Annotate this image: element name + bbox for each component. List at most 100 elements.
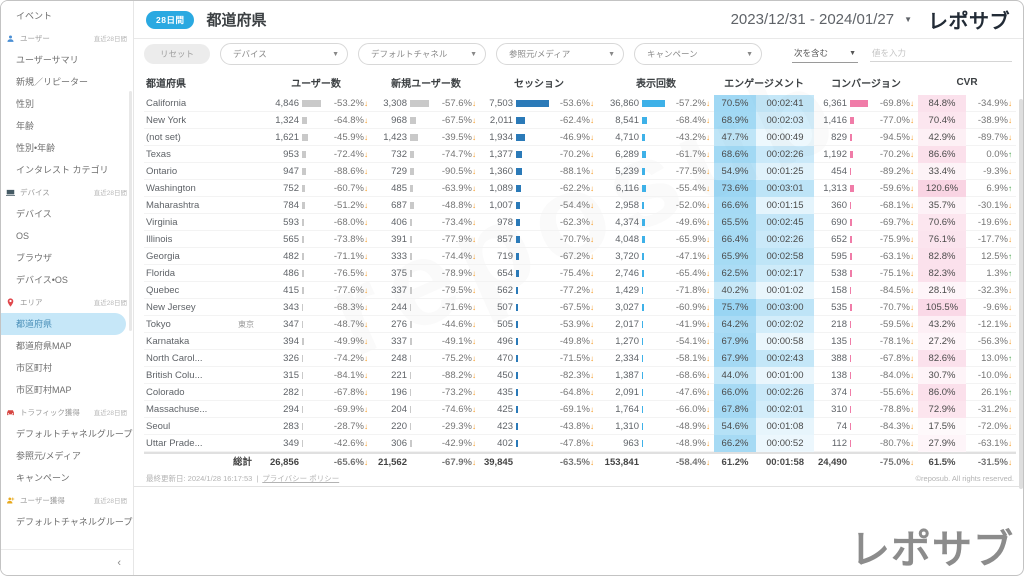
- date-range-picker[interactable]: 2023/12/31 - 2024/01/27 ▼: [731, 11, 920, 28]
- filter-value-input[interactable]: [870, 46, 1012, 62]
- table-row[interactable]: North Carol... 326 -74.2%↓ 248 -75.2%↓ 470 -71…: [144, 350, 1016, 367]
- arrow-down-icon: ↓: [364, 337, 368, 346]
- sidebar-item[interactable]: キャンペーン: [16, 473, 70, 483]
- conversions-value: 112: [814, 435, 850, 452]
- col-header-cvr[interactable]: CVR: [956, 76, 978, 88]
- filter-dropdown-2[interactable]: 参照元/メディア ▼: [496, 43, 625, 65]
- users-value: 415: [260, 282, 302, 299]
- users-value: 349: [260, 435, 302, 452]
- sidebar-item[interactable]: 性別: [16, 99, 35, 109]
- table-row[interactable]: British Colu... 315 -84.1%↓ 221 -88.2%↓ 450 -8…: [144, 367, 1016, 384]
- table-row[interactable]: Georgia 482 -71.1%↓ 333 -74.4%↓ 719 -67.2%↓ 3,7…: [144, 248, 1016, 265]
- col-header-conversion[interactable]: コンバージョン: [831, 78, 901, 90]
- table-scrollbar[interactable]: [1019, 99, 1023, 489]
- users-delta: -71.1%↓: [324, 248, 372, 265]
- sessions-value: 1,360: [480, 163, 516, 180]
- table-row[interactable]: Massachuse... 294 -69.9%↓ 204 -74.6%↓ 425 -69.…: [144, 401, 1016, 418]
- arrow-down-icon: ↓: [706, 388, 710, 397]
- filter-dropdown-0[interactable]: デバイス ▼: [220, 43, 349, 65]
- table-row[interactable]: Maharashtra 784 -51.2%↓ 687 -48.8%↓ 1,007 -54.…: [144, 197, 1016, 214]
- arrow-down-icon: ↓: [590, 439, 594, 448]
- area-pin-icon: [6, 297, 16, 307]
- sidebar-item[interactable]: デバイス•OS: [16, 275, 68, 285]
- table-row[interactable]: Washington 752 -60.7%↓ 485 -63.9%↓ 1,089 -62.2…: [144, 180, 1016, 197]
- cvr-delta: -19.6%↓: [966, 214, 1016, 231]
- arrow-down-icon: ↓: [472, 201, 476, 210]
- sessions-value: 1,934: [480, 129, 516, 146]
- sidebar-item[interactable]: 参照元/メディア: [16, 451, 81, 461]
- table-row[interactable]: Texas 953 -72.4%↓ 732 -74.7%↓ 1,377 -70.2%↓ 6,2…: [144, 146, 1016, 163]
- engagement-time: 00:02:58: [756, 248, 814, 265]
- sidebar-item[interactable]: OS: [16, 231, 30, 241]
- cvr-value: 72.9%: [918, 401, 966, 418]
- col-header-views[interactable]: 表示回数: [636, 78, 676, 90]
- filter-dropdown-3[interactable]: キャンペーン ▼: [634, 43, 763, 65]
- table-row[interactable]: Seoul 283 -28.7%↓ 220 -29.3%↓ 423 -43.8%↓ 1,310…: [144, 418, 1016, 435]
- table-row[interactable]: Tokyo 東京 347 -48.7%↓ 276 -44.6%↓ 505 -53.9%↓ 2,0…: [144, 316, 1016, 333]
- table-total-row[interactable]: 総計 26,856 -65.6%↓ 21,562 -67.9%↓ 39,845 -63.5%…: [144, 452, 1016, 470]
- arrow-down-icon: ↓: [364, 184, 368, 193]
- new-users-delta: -77.9%↓: [432, 231, 480, 248]
- table-row[interactable]: Florida 486 -76.5%↓ 375 -78.9%↓ 654 -75.4%↓ 2,7…: [144, 265, 1016, 282]
- cvr-value: 17.5%: [918, 418, 966, 435]
- conv-bar: [850, 454, 872, 470]
- table-row[interactable]: Quebec 415 -77.6%↓ 337 -79.5%↓ 562 -77.2%↓ 1,42…: [144, 282, 1016, 299]
- sidebar-item[interactable]: 都道府県: [1, 313, 126, 335]
- table-row[interactable]: Ontario 947 -88.6%↓ 729 -90.5%↓ 1,360 -88.1%↓ 5…: [144, 163, 1016, 180]
- conv-bar: [850, 282, 872, 299]
- reset-button[interactable]: リセット: [144, 44, 211, 64]
- date-range-label: 2023/12/31 - 2024/01/27: [730, 11, 895, 28]
- engagement-rate: 68.9%: [714, 112, 756, 129]
- sidebar-item[interactable]: 年齢: [16, 121, 35, 131]
- condition-dropdown[interactable]: 次を含む ▼: [792, 45, 858, 63]
- brand-watermark-logo: レポサブ: [850, 528, 1014, 572]
- filter-dropdown-1[interactable]: デフォルトチャネル ▼: [358, 43, 487, 65]
- sessions-bar: [516, 333, 552, 350]
- sidebar-collapse-icon[interactable]: ‹: [117, 557, 121, 569]
- table-row[interactable]: California 4,846 -53.2%↓ 3,308 -57.6%↓ 7,503 -…: [144, 95, 1016, 112]
- arrow-down-icon: ↓: [706, 439, 710, 448]
- table-row[interactable]: Uttar Prade... 349 -42.6%↓ 306 -42.9%↓ 402 -47…: [144, 435, 1016, 452]
- sidebar-item[interactable]: 都道府県MAP: [16, 341, 72, 351]
- new-users-delta: -73.2%↓: [432, 384, 480, 401]
- last-updated-text: 最終更新日: 2024/1/28 16:17:53: [146, 473, 253, 483]
- table-row[interactable]: Illinois 565 -73.8%↓ 391 -77.9%↓ 857 -70.7%↓ 4,…: [144, 231, 1016, 248]
- users-value: 1,324: [260, 112, 302, 129]
- table-row[interactable]: New Jersey 343 -68.3%↓ 244 -71.6%↓ 507 -67.5%↓…: [144, 299, 1016, 316]
- views-bar: [642, 333, 668, 350]
- arrow-down-icon: ↓: [364, 133, 368, 142]
- col-header-users[interactable]: ユーザー数: [291, 78, 341, 90]
- sidebar-item[interactable]: イベント: [16, 11, 53, 21]
- sidebar-item[interactable]: デフォルトチャネルグループ: [16, 517, 133, 527]
- col-header-state[interactable]: 都道府県: [146, 78, 186, 90]
- cvr-value: 27.9%: [918, 435, 966, 452]
- sidebar-item[interactable]: 新規／リピーター: [16, 77, 89, 87]
- sidebar-item[interactable]: ブラウザ: [16, 253, 53, 263]
- table-row[interactable]: Karnataka 394 -49.9%↓ 337 -49.1%↓ 496 -49.8%↓ 1…: [144, 333, 1016, 350]
- col-header-sessions[interactable]: セッション: [514, 78, 564, 90]
- sidebar-item[interactable]: デバイス: [16, 209, 52, 219]
- sidebar-item[interactable]: 性別•年齢: [16, 143, 56, 153]
- table-row[interactable]: (not set) 1,621 -45.9%↓ 1,423 -39.5%↓ 1,934 -4…: [144, 129, 1016, 146]
- col-header-engagement[interactable]: エンゲージメント: [724, 78, 804, 90]
- sidebar-item[interactable]: デフォルトチャネルグループ: [16, 429, 133, 439]
- state-name: California: [144, 95, 238, 112]
- views-bar: [642, 146, 668, 163]
- sidebar-section-period: 直近28日間: [93, 190, 127, 197]
- col-header-new-users[interactable]: 新規ユーザー数: [391, 78, 461, 90]
- users-value: 294: [260, 401, 302, 418]
- sidebar-section-label: ユーザー: [20, 33, 50, 43]
- sidebar-scrollbar[interactable]: [129, 91, 132, 331]
- table-row[interactable]: Virginia 593 -68.0%↓ 406 -73.4%↓ 978 -62.3%↓ 4,…: [144, 214, 1016, 231]
- sidebar-item[interactable]: 市区町村MAP: [16, 385, 72, 395]
- engagement-time: 00:02:43: [756, 350, 814, 367]
- table-row[interactable]: New York 1,324 -64.8%↓ 968 -67.5%↓ 2,011 -62.4…: [144, 112, 1016, 129]
- sidebar-item[interactable]: 市区町村: [16, 363, 53, 373]
- sidebar-item[interactable]: ユーザーサマリ: [16, 55, 79, 65]
- sessions-value: 507: [480, 299, 516, 316]
- table-row[interactable]: Colorado 282 -67.8%↓ 196 -73.2%↓ 435 -64.8%↓ 2,…: [144, 384, 1016, 401]
- views-value: 2,334: [598, 350, 642, 367]
- privacy-policy-link[interactable]: プライバシー ポリシー: [262, 473, 340, 483]
- sidebar-item[interactable]: インタレスト カテゴリ: [16, 165, 109, 175]
